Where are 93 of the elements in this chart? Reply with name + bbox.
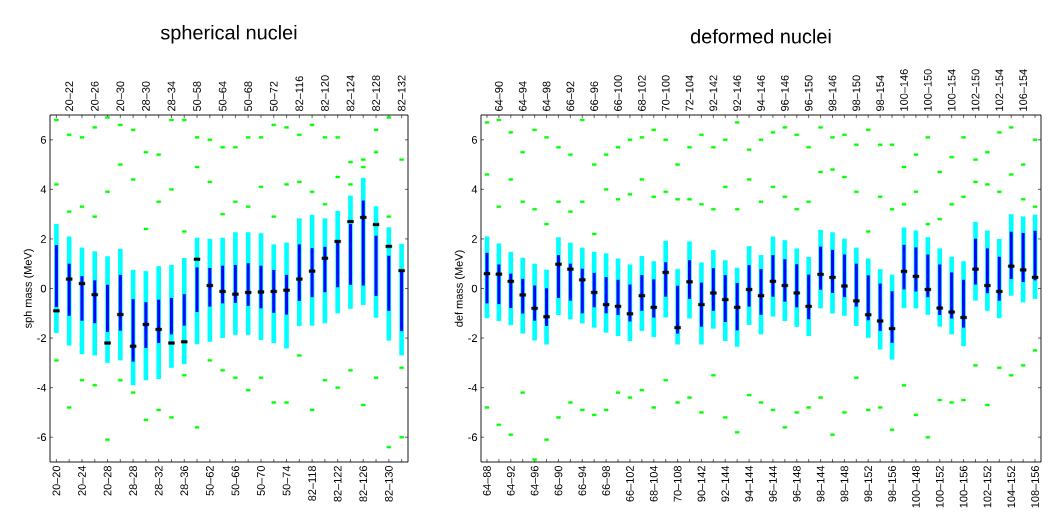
x-tick-label: 64–88 [483, 466, 491, 496]
x-tick-label: 72–104 [685, 75, 694, 111]
x-tick-label: 20–30 [116, 81, 125, 111]
x-tick-label: 50–58 [193, 81, 201, 112]
x-tick-label: 100–146 [900, 69, 908, 111]
x-tick-label: 64–98 [542, 81, 551, 111]
x-tick-label: 28–36 [180, 466, 189, 496]
y-tick-label: 4 [40, 185, 47, 194]
x-tick-label: 66–96 [590, 81, 599, 111]
x-tick-label: 82–118 [308, 466, 316, 501]
x-tick-label: 94–144 [745, 465, 753, 502]
x-tick-label: 98–150 [852, 75, 861, 111]
y-tick-label: 4 [471, 185, 478, 194]
x-tick-label: 66–94 [578, 465, 587, 496]
x-tick-label: 100–154 [947, 69, 956, 111]
y-tick-label: -6 [37, 433, 46, 442]
y-tick-label: 2 [40, 235, 46, 243]
x-tick-label: 98–148 [840, 466, 849, 502]
x-tick-label: 50–68 [244, 81, 253, 112]
chart-title: spherical nuclei [160, 24, 297, 44]
x-tick-label: 66–102 [626, 466, 634, 502]
x-tick-label: 98–152 [864, 466, 873, 502]
x-tick-label: 82–124 [346, 75, 355, 112]
x-tick-label: 64–90 [495, 81, 503, 111]
x-tick-label: 66–98 [602, 466, 610, 496]
x-tick-label: 20–20 [52, 465, 61, 496]
x-tick-label: 50–62 [205, 466, 214, 496]
y-tick-label: -2 [468, 334, 477, 342]
y-tick-label: -4 [468, 383, 478, 392]
chart-title: deformed nuclei [690, 28, 831, 44]
x-tick-label: 100–156 [959, 466, 968, 508]
x-tick-label: 92–146 [733, 75, 742, 111]
x-tick-label: 66–92 [566, 81, 575, 111]
x-tick-label: 50–70 [257, 465, 265, 496]
x-tick-label: 82–130 [384, 465, 393, 502]
x-tick-label: 96–144 [769, 465, 777, 502]
x-tick-label: 90–142 [697, 466, 706, 502]
x-tick-label: 82–132 [397, 75, 406, 112]
x-tick-label: 20–28 [103, 466, 112, 496]
x-tick-label: 50–74 [282, 465, 291, 496]
y-tick-label: 0 [471, 284, 478, 293]
x-tick-label: 28–34 [167, 81, 176, 111]
y-axis-title: def mass (MeV) [454, 250, 465, 327]
x-tick-label: 100–150 [923, 69, 932, 111]
y-tick-label: 6 [40, 135, 46, 144]
y-tick-label: 2 [471, 235, 477, 243]
x-tick-label: 102–154 [995, 69, 1004, 111]
x-tick-label: 82–126 [359, 466, 368, 502]
x-tick-label: 50–64 [218, 81, 227, 112]
x-tick-label: 98–156 [888, 466, 896, 502]
x-tick-label: 70–108 [673, 466, 682, 502]
y-tick-label: -2 [37, 334, 46, 342]
x-tick-label: 92–144 [721, 465, 730, 502]
x-tick-label: 20–26 [90, 81, 99, 111]
y-axis-title: sph mass (MeV) [23, 249, 34, 329]
x-tick-label: 64–94 [518, 81, 527, 111]
x-tick-label: 50–72 [269, 81, 278, 112]
x-tick-label: 28–32 [154, 466, 163, 496]
x-tick-label: 66–90 [554, 465, 563, 496]
x-tick-label: 98–144 [816, 465, 825, 502]
x-tick-label: 82–116 [295, 76, 304, 112]
x-tick-label: 64–92 [506, 466, 515, 496]
x-tick-label: 94–146 [757, 75, 765, 111]
x-tick-label: 108–156 [1031, 466, 1039, 508]
x-tick-label: 96–146 [780, 75, 789, 111]
x-tick-label: 20–22 [65, 81, 74, 111]
y-tick-label: 0 [40, 284, 47, 293]
x-tick-label: 102–150 [971, 69, 980, 111]
x-tick-label: 102–152 [983, 466, 992, 508]
x-tick-label: 68–104 [649, 465, 658, 502]
x-tick-label: 20–24 [78, 465, 86, 496]
x-tick-label: 100–148 [912, 466, 920, 508]
x-tick-label: 98–154 [876, 75, 885, 111]
y-tick-label: 6 [471, 135, 477, 144]
x-tick-label: 66–100 [614, 75, 622, 111]
x-tick-label: 104–152 [1007, 466, 1016, 508]
x-tick-label: 82–128 [372, 75, 380, 112]
x-tick-label: 82–120 [321, 75, 329, 112]
x-tick-label: 96–150 [804, 75, 813, 111]
x-tick-label: 28–28 [129, 466, 137, 496]
x-tick-label: 96–148 [792, 466, 801, 502]
x-tick-label: 82–122 [333, 466, 342, 502]
x-tick-label: 68–102 [637, 75, 646, 111]
x-tick-label: 64–96 [530, 466, 539, 496]
x-tick-label: 100–152 [935, 466, 944, 508]
x-tick-label: 50–66 [231, 466, 240, 496]
y-tick-label: -4 [37, 383, 47, 392]
y-tick-label: -6 [468, 433, 477, 442]
x-tick-label: 92–142 [709, 75, 718, 111]
x-tick-label: 106–154 [1019, 69, 1028, 111]
x-tick-label: 98–146 [828, 75, 837, 111]
x-tick-label: 28–30 [142, 81, 150, 111]
x-tick-label: 70–100 [661, 75, 670, 111]
